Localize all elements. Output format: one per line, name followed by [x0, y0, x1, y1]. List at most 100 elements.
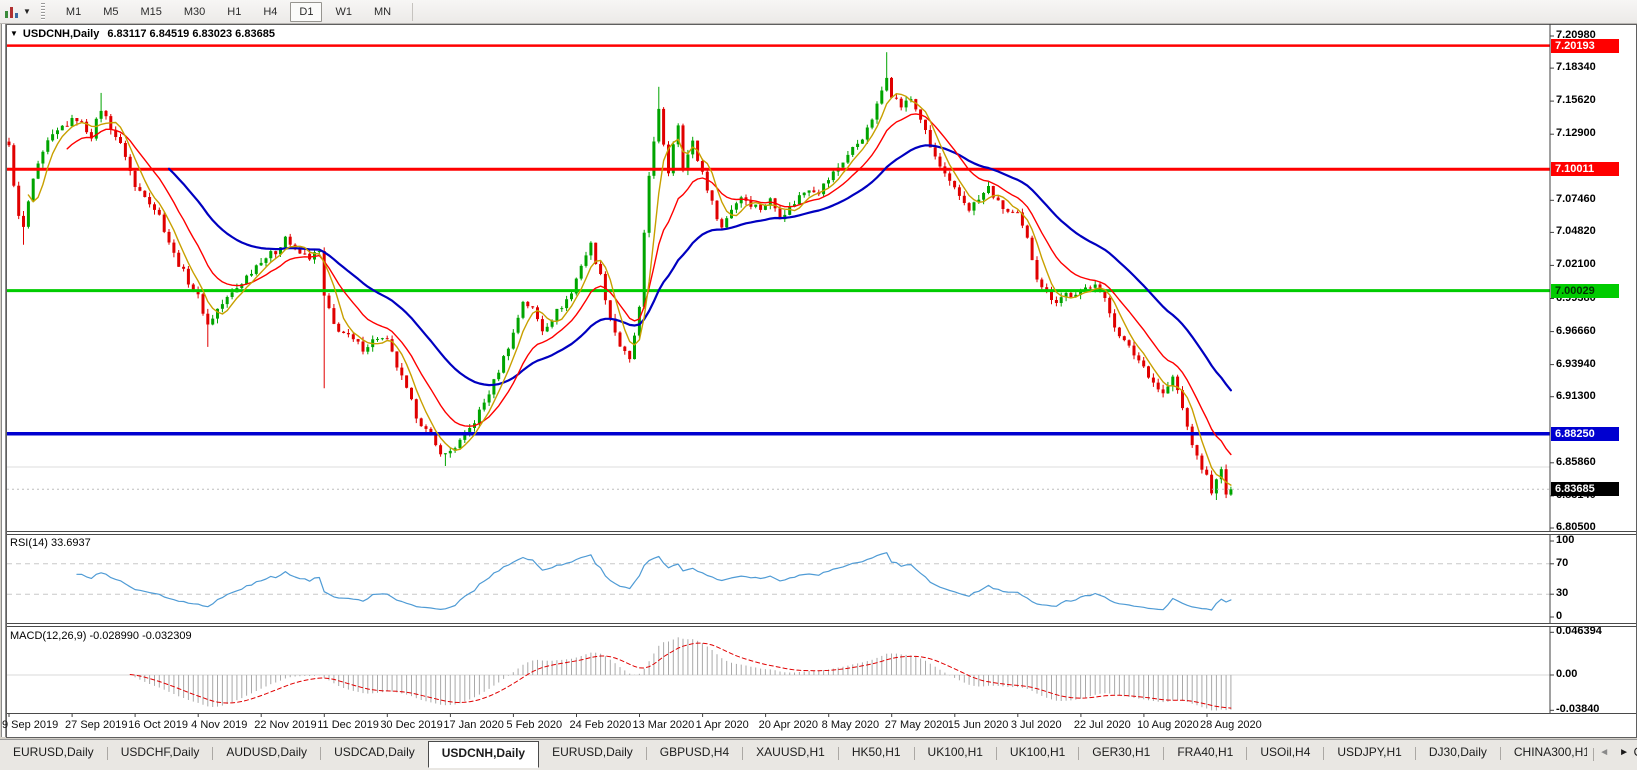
date-axis-label: 4 Nov 2019: [191, 719, 248, 731]
price-level-badge: 7.00029: [1551, 283, 1619, 298]
price-axis-label: 7.04820: [1556, 225, 1596, 238]
date-axis-label: 8 May 2020: [821, 719, 880, 731]
price-axis-label: 7.18340: [1556, 61, 1596, 74]
price-axis-label: 6.80500: [1556, 520, 1596, 533]
price-axis-label: 7.02100: [1556, 258, 1596, 271]
timeframe-button-d1[interactable]: D1: [290, 1, 323, 22]
toolbar-separator: [412, 2, 414, 21]
rsi-axis-label: 100: [1556, 534, 1575, 546]
chevron-down-icon[interactable]: ▼: [23, 7, 31, 16]
price-axis-label: 6.91300: [1556, 389, 1596, 402]
chart-tab-dj30-daily[interactable]: DJ30,Daily: [1428, 745, 1487, 759]
timeframe-button-m30[interactable]: M30: [183, 5, 206, 18]
chart-tab-xauusd-h1[interactable]: XAUUSD,H1: [756, 745, 825, 759]
chart-tab-eurusd-daily[interactable]: EURUSD,Daily: [552, 745, 633, 759]
tab-separator: [320, 747, 322, 760]
rsi-axis-label: 30: [1556, 587, 1569, 600]
chart-tabs: EURUSD,Daily USDCHF,Daily AUDUSD,Daily USDC…: [0, 740, 1637, 768]
timeframe-button-m5[interactable]: M5: [103, 5, 119, 18]
tab-separator: [1414, 747, 1416, 760]
date-axis-label: 28 Aug 2020: [1200, 719, 1262, 731]
tab-separator: [1593, 748, 1595, 761]
rsi-macd-divider[interactable]: [7, 623, 1636, 627]
mid-ma-red: [66, 113, 1232, 456]
chart-tab-usoil-h4[interactable]: USOil,H4: [1260, 745, 1311, 759]
chart-tab-usdcad-daily[interactable]: USDCAD,Daily: [334, 745, 415, 759]
macd-axis-label: -0.03840: [1556, 703, 1600, 716]
date-axis-label: 16 Oct 2019: [128, 719, 189, 731]
tab-scroll-right-button[interactable]: ►: [1619, 746, 1629, 758]
timeframe-button-w1[interactable]: W1: [335, 5, 352, 18]
price-axis-label: 6.96660: [1556, 324, 1596, 337]
macd-signal-line: [129, 642, 1232, 709]
tab-separator: [837, 747, 839, 760]
chart-tab-eurusd-daily[interactable]: EURUSD,Daily: [13, 745, 94, 759]
chart-tab-usdchf-daily[interactable]: USDCHF,Daily: [120, 745, 200, 759]
date-axis-label: 20 Apr 2020: [758, 719, 818, 731]
rsi-axis-label: 0: [1556, 610, 1563, 622]
slow-ma-blue: [167, 144, 1233, 392]
macd-indicator-label: MACD(12,26,9) -0.028990 -0.032309: [10, 630, 192, 642]
chart-tab-usdjpy-h1[interactable]: USDJPY,H1: [1337, 745, 1402, 759]
date-axis-label: 10 Aug 2020: [1136, 719, 1199, 731]
price-axis-label: 7.15620: [1556, 94, 1596, 107]
macd-axis-label: 0.046394: [1556, 625, 1602, 638]
chart-ohlc-values: 6.83117 6.84519 6.83023 6.83685: [107, 27, 275, 40]
timeframe-button-mn[interactable]: MN: [373, 5, 392, 18]
window-edge: [1, 24, 6, 737]
main-rsi-divider[interactable]: [7, 531, 1636, 535]
timeframe-button-h1[interactable]: H1: [227, 5, 242, 18]
tab-scroll-left-button[interactable]: ◄: [1599, 746, 1610, 758]
date-axis-label: 15 Jun 2020: [947, 719, 1009, 731]
chart-tab-fra40-h1[interactable]: FRA40,H1: [1177, 745, 1234, 759]
chart-tab-usdcnh-daily[interactable]: USDCNH,Daily: [427, 741, 540, 768]
price-axis-label: 6.93940: [1556, 357, 1596, 370]
date-axis-label: 24 Feb 2020: [569, 719, 632, 731]
chart-tab-gbpusd-h4[interactable]: GBPUSD,H4: [659, 745, 730, 759]
price-level-badge: 6.88250: [1551, 426, 1619, 441]
date-axis-label: 3 Jul 2020: [1010, 719, 1062, 731]
price-level-badge: 6.83685: [1551, 482, 1619, 497]
chart-tab-ger30-h1[interactable]: GER30,H1: [1092, 745, 1151, 759]
price-axis-label: 7.07460: [1556, 193, 1596, 206]
price-axis-label: 6.85860: [1556, 455, 1596, 468]
tab-separator: [1163, 747, 1165, 760]
tab-separator: [1246, 747, 1248, 760]
date-axis-label: 11 Dec 2019: [317, 719, 379, 731]
collapse-triangle-icon[interactable]: ▼: [10, 29, 18, 38]
macd-axis-label: 0.00: [1556, 668, 1578, 680]
toolbar-grip[interactable]: [40, 3, 45, 20]
date-axis-label: 17 Jan 2020: [443, 719, 504, 731]
rsi-line: [76, 552, 1232, 611]
date-axis-label: 13 Mar 2020: [632, 719, 695, 731]
tab-scroll-controls: ◄ ►: [1587, 740, 1634, 764]
price-level-badge: 7.20193: [1551, 38, 1619, 53]
timeframe-button-h4[interactable]: H4: [263, 5, 278, 18]
chart-tab-uk100-h1[interactable]: UK100,H1: [1009, 745, 1066, 759]
tab-separator: [1078, 747, 1080, 760]
rsi-axis-label: 70: [1556, 556, 1569, 569]
timeframe-button-m1[interactable]: M1: [65, 5, 82, 18]
chart-title-bar: ▼ USDCNH,Daily 6.83117 6.84519 6.83023 6…: [10, 27, 275, 40]
chart-tab-uk100-h1[interactable]: UK100,H1: [927, 745, 983, 759]
tab-separator: [212, 747, 214, 760]
price-level-badge: 7.10011: [1551, 162, 1619, 177]
price-axis-label: 7.20980: [1556, 28, 1596, 41]
chart-tab-hk50-h1[interactable]: HK50,H1: [851, 745, 901, 759]
date-axis-label: 30 Dec 2019: [380, 719, 443, 731]
tab-separator: [913, 747, 915, 760]
date-axis-label: 27 May 2020: [884, 719, 949, 731]
timeframe-buttons: M1 M5 M15 M30 H1 H4 D1 W1 MN: [55, 1, 402, 22]
bar-chart-icon[interactable]: [3, 4, 21, 20]
chart-tab-audusd-daily[interactable]: AUDUSD,Daily: [226, 745, 308, 759]
tab-separator: [1499, 747, 1501, 760]
macd-bottom-border: [7, 713, 1636, 714]
timeframe-button-m15[interactable]: M15: [140, 5, 162, 18]
chart-tab-china300-h1[interactable]: CHINA300,H1: [1513, 745, 1590, 759]
chart-window: [6, 24, 1637, 738]
chart-symbol-label: USDCNH,Daily: [22, 27, 100, 40]
chart-tab-bar: EURUSD,Daily USDCHF,Daily AUDUSD,Daily USDC…: [0, 739, 1637, 770]
date-axis-label: 27 Sep 2019: [65, 719, 128, 731]
